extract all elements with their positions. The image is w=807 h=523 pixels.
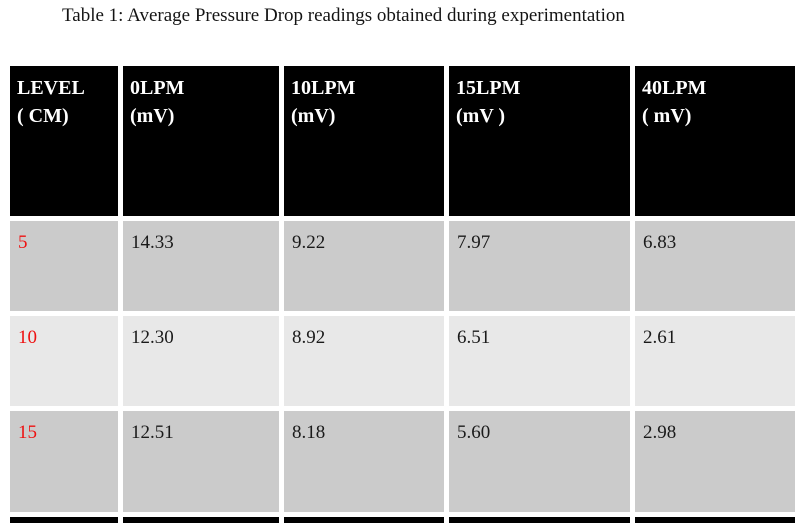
header-line: 40LPM <box>642 77 707 99</box>
partial-black-cell <box>635 517 795 523</box>
value-cell: 12.30 <box>123 316 279 406</box>
level-cell: 10 <box>10 316 118 406</box>
table-caption: Table 1: Average Pressure Drop readings … <box>62 5 625 26</box>
table-header-row: LEVEL ( CM) 0LPM (mV) 10LPM (mV) 15LPM (… <box>10 66 795 216</box>
header-cell-10lpm: 10LPM (mV) <box>284 66 444 216</box>
table-row-partial-clipped <box>10 517 795 523</box>
partial-black-cell <box>449 517 630 523</box>
level-cell: 15 <box>10 411 118 512</box>
value-cell: 9.22 <box>284 221 444 311</box>
value-cell: 7.97 <box>449 221 630 311</box>
header-line: ( CM) <box>17 105 69 127</box>
header-cell-15lpm: 15LPM (mV ) <box>449 66 630 216</box>
partial-black-cell <box>10 517 118 523</box>
value-cell: 14.33 <box>123 221 279 311</box>
header-line: (mV ) <box>456 105 506 127</box>
value-cell: 6.51 <box>449 316 630 406</box>
value-cell: 8.18 <box>284 411 444 512</box>
table-row: 5 14.33 9.22 7.97 6.83 <box>10 221 795 311</box>
value-cell: 6.83 <box>635 221 795 311</box>
value-cell: 5.60 <box>449 411 630 512</box>
pressure-drop-table: LEVEL ( CM) 0LPM (mV) 10LPM (mV) 15LPM (… <box>5 61 800 523</box>
header-line: LEVEL <box>17 77 85 99</box>
header-line: 10LPM <box>291 77 356 99</box>
header-cell-0lpm: 0LPM (mV) <box>123 66 279 216</box>
partial-black-cell <box>284 517 444 523</box>
header-cell-40lpm: 40LPM ( mV) <box>635 66 795 216</box>
table-container: LEVEL ( CM) 0LPM (mV) 10LPM (mV) 15LPM (… <box>5 61 800 523</box>
table-row: 10 12.30 8.92 6.51 2.61 <box>10 316 795 406</box>
header-line: 15LPM <box>456 77 521 99</box>
header-line: 0LPM <box>130 77 185 99</box>
value-cell: 12.51 <box>123 411 279 512</box>
header-cell-level: LEVEL ( CM) <box>10 66 118 216</box>
value-cell: 2.98 <box>635 411 795 512</box>
value-cell: 2.61 <box>635 316 795 406</box>
table-row: 15 12.51 8.18 5.60 2.98 <box>10 411 795 512</box>
header-line: (mV) <box>130 105 175 127</box>
header-line: ( mV) <box>642 105 692 127</box>
header-line: (mV) <box>291 105 336 127</box>
partial-black-cell <box>123 517 279 523</box>
value-cell: 8.92 <box>284 316 444 406</box>
level-cell: 5 <box>10 221 118 311</box>
